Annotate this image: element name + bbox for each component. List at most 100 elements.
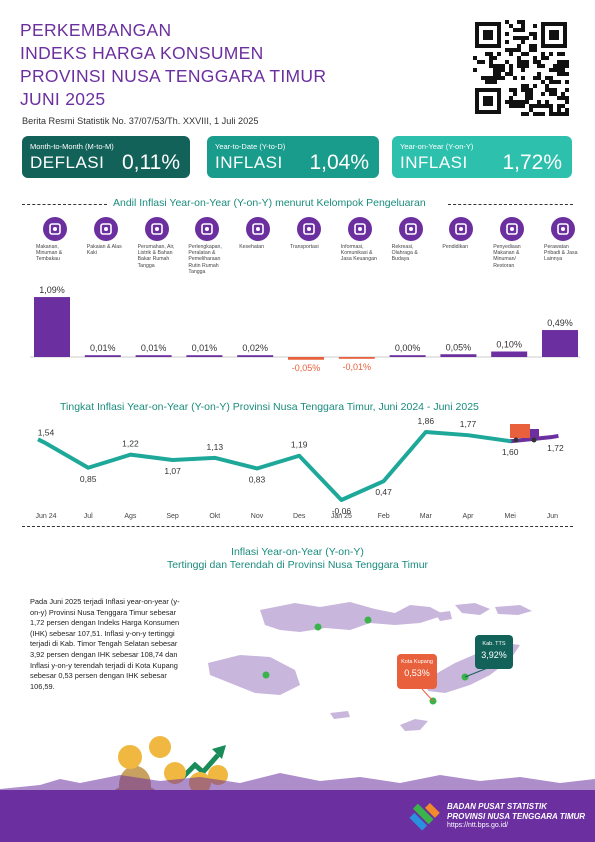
bps-logo-icon[interactable] xyxy=(408,798,442,832)
x-tick-6: Nov xyxy=(251,513,264,520)
category-3: Perumahan, Air, Listrik & Bahan Bakar Ru… xyxy=(134,217,180,269)
category-label: Pakaian & Alas Kaki xyxy=(86,244,122,257)
sumba-marker xyxy=(262,671,270,679)
yoy-line-chart: 1,54 Jun 24 0,85 Jul 1,22 Ags 1,07 Sep 1,13 Okt 0,… xyxy=(35,418,563,520)
appliance-icon xyxy=(195,217,220,241)
yoy-value-11: 1,77 xyxy=(460,419,477,429)
flores-island xyxy=(260,602,445,632)
sabu-island xyxy=(330,711,350,719)
yoy-value-10: 1,86 xyxy=(418,418,435,426)
bar-4 xyxy=(186,355,223,357)
press-release-number: Berita Resmi Statistik No. 37/07/53/Th. … xyxy=(22,116,259,126)
category-label: Rekreasi, Olahraga & Budaya xyxy=(391,244,418,263)
category-label: Perumahan, Air, Listrik & Bahan Bakar Ru… xyxy=(137,244,175,269)
ytd-value: 1,04% xyxy=(309,151,369,174)
health-icon xyxy=(246,217,271,241)
yoy-point-12 xyxy=(508,439,512,443)
map-title-1: Inflasi Year-on-Year (Y-on-Y) xyxy=(231,546,364,558)
x-tick-10: Mar xyxy=(420,513,433,520)
flores-marker-2 xyxy=(364,616,372,624)
yoy-value: 1,72% xyxy=(502,151,562,174)
lembata-island xyxy=(435,611,452,621)
category-label: Kesehatan xyxy=(239,244,264,250)
bps-province: PROVINSI NUSA TENGGARA TIMUR xyxy=(447,812,586,821)
bar-11 xyxy=(542,330,578,357)
yoy-box: Year-on-Year (Y-on-Y) INFLASI 1,72% xyxy=(392,136,572,178)
ytd-box: Year-to-Date (Y-to-D) INFLASI 1,04% xyxy=(207,136,379,178)
yoy-point-4 xyxy=(171,458,175,462)
line-chart-title: Tingkat Inflasi Year-on-Year (Y-on-Y) Pr… xyxy=(60,401,479,413)
food-icon xyxy=(43,217,67,241)
yoy-point-11 xyxy=(466,433,470,437)
kupang-tag-value: 0,53% xyxy=(404,668,430,678)
ytd-label: Year-to-Date (Y-to-D) xyxy=(215,142,286,151)
yoy-value-4: 1,07 xyxy=(164,466,181,476)
yoy-line-series xyxy=(44,430,511,502)
andil-bar-chart: 1,09% 0,01% 0,01% 0,01% 0,02% -0,05% -0,01% 0,0… xyxy=(30,285,580,373)
bar-5 xyxy=(237,355,274,357)
bar-10 xyxy=(491,351,528,357)
yoy-value-12: 1,60 xyxy=(502,447,519,457)
bar-label-11: 0,49% xyxy=(547,318,573,328)
yoy-point-3 xyxy=(128,453,132,457)
yoy-point-7 xyxy=(297,454,301,458)
alor-island xyxy=(455,603,490,615)
bps-url[interactable]: https://ntt.bps.go.id/ xyxy=(447,822,509,829)
yoy-value-2: 0,85 xyxy=(80,474,97,484)
restaurant-icon xyxy=(500,217,525,241)
bar-label-7: -0,01% xyxy=(343,362,372,372)
plane-icon xyxy=(297,217,321,241)
flores-marker-1 xyxy=(314,623,322,631)
section-divider xyxy=(22,526,573,527)
bar-2 xyxy=(84,355,121,357)
mtm-kind: DEFLASI xyxy=(30,153,105,172)
mtm-label: Month-to-Month (M-to-M) xyxy=(30,142,114,151)
category-7: Informasi, Komunikasi & Jasa Keuangan xyxy=(337,217,383,263)
kupang-tag: Kota Kupang 0,53% xyxy=(397,654,437,689)
bar-8 xyxy=(389,355,426,357)
yoy-point-10 xyxy=(424,430,428,434)
house-icon xyxy=(144,217,169,241)
yoy-value-1: 1,54 xyxy=(38,427,55,437)
category-9: Pendidikan xyxy=(438,217,484,250)
map-title-2: Tertinggi dan Terendah di Provinsi Nusa … xyxy=(166,559,429,571)
andil-rule-left xyxy=(22,204,107,205)
mtm-value: 0,11% xyxy=(122,151,180,174)
sport-icon xyxy=(398,217,423,241)
bar-6 xyxy=(288,357,324,360)
category-10: Penyediaan Makanan & Minuman/ Restoran xyxy=(489,217,535,269)
clothing-icon xyxy=(93,217,118,241)
yoy-point-5 xyxy=(213,456,217,460)
bar-label-9: 0,05% xyxy=(446,342,472,352)
bar-label-10: 0,10% xyxy=(496,340,522,350)
rote-island xyxy=(400,719,428,731)
title-line-1: PERKEMBANGAN xyxy=(20,20,172,40)
bar-1 xyxy=(34,297,70,357)
category-label: Penyediaan Makanan & Minuman/ Restoran xyxy=(493,244,521,269)
qr-code-icon[interactable] xyxy=(473,20,569,116)
category-label: Perawatan Pribadi & Jasa Lainnya xyxy=(544,244,578,263)
x-tick-7: Des xyxy=(293,513,306,520)
yoy-value-8: -0,06 xyxy=(332,506,352,516)
category-2: Pakaian & Alas Kaki xyxy=(83,217,129,256)
x-tick-2: Jul xyxy=(84,513,93,520)
bar-label-4: 0,01% xyxy=(192,343,218,353)
x-tick-9: Feb xyxy=(378,513,390,520)
x-tick-12: Mei xyxy=(505,513,517,520)
ntt-map[interactable] xyxy=(200,585,590,745)
kupang-tag-name: Kota Kupang xyxy=(401,659,433,665)
yoy-point-6 xyxy=(255,466,259,470)
category-1: Makanan, Minuman & Tembakau xyxy=(32,217,78,263)
yoy-point-2 xyxy=(86,466,90,470)
category-label: Perlengkapan, Peralatan & Pemeliharaan R… xyxy=(188,244,222,275)
category-4: Perlengkapan, Peralatan & Pemeliharaan R… xyxy=(184,217,230,275)
bps-name: BADAN PUSAT STATISTIK xyxy=(447,802,547,811)
tts-tag-value: 3,92% xyxy=(481,650,507,660)
bar-7 xyxy=(338,357,375,359)
yoy-point-13 xyxy=(550,435,554,439)
tts-tag-name: Kab. TTS xyxy=(482,641,506,647)
andil-rule-right xyxy=(448,204,573,205)
bar-label-2: 0,01% xyxy=(90,343,116,353)
alor-east-island xyxy=(495,605,532,615)
city-skyline xyxy=(0,773,595,795)
